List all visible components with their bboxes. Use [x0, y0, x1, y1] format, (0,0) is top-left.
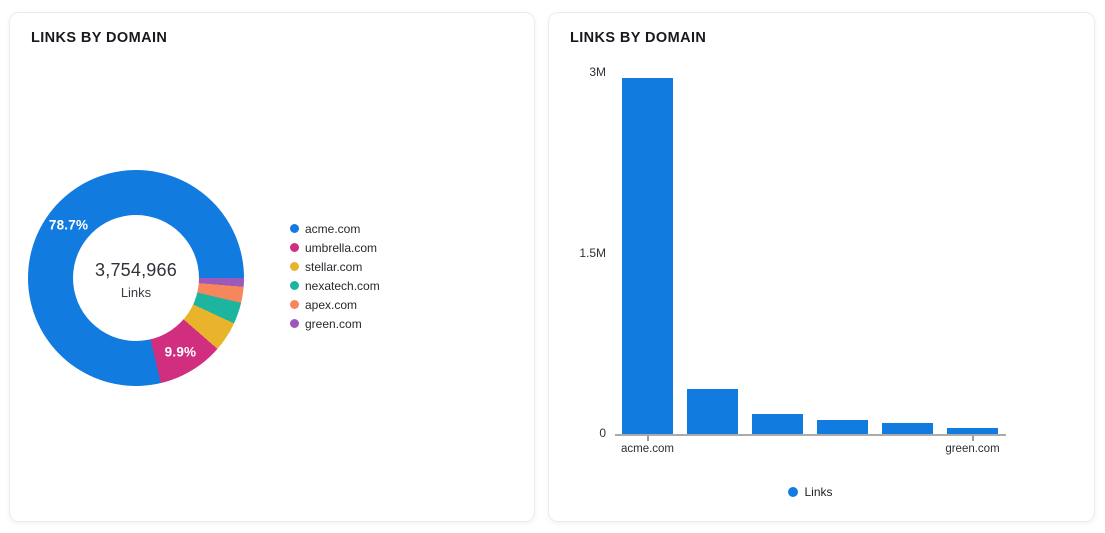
- donut-legend: acme.com umbrella.com stellar.com nexatech.…: [290, 219, 380, 333]
- donut-legend-item[interactable]: apex.com: [290, 295, 380, 314]
- legend-dot-icon: [788, 487, 799, 497]
- donut-legend-item[interactable]: nexatech.com: [290, 276, 380, 295]
- y-axis-tick-label: 0: [599, 426, 606, 440]
- x-axis-tick: [971, 436, 974, 441]
- legend-item-label: green.com: [305, 316, 362, 331]
- legend-dot-icon: [290, 281, 299, 290]
- legend-dot-icon: [290, 300, 299, 309]
- donut-hole: 3,754,966 Links: [73, 215, 199, 341]
- donut-chart: 3,754,966 Links 9.9% 78.7%: [28, 170, 244, 386]
- bar-chart: 3M 1.5M 0 acme.com green.com: [549, 13, 1094, 521]
- legend-item-label: stellar.com: [305, 259, 363, 274]
- legend-dot-icon: [290, 262, 299, 271]
- y-axis-tick-label: 1.5M: [579, 245, 606, 260]
- donut-legend-item[interactable]: acme.com: [290, 219, 380, 238]
- links-by-domain-donut-card: LINKS BY DOMAIN 3,754,966 Links 9.9% 78.7…: [9, 12, 535, 522]
- legend-dot-icon: [290, 243, 299, 252]
- legend-item-label: acme.com: [305, 221, 361, 236]
- y-axis-tick-label: 3M: [589, 65, 606, 79]
- legend-item-label: nexatech.com: [305, 278, 380, 293]
- x-axis-tick: [646, 436, 649, 441]
- donut-legend-item[interactable]: umbrella.com: [290, 238, 380, 257]
- bar-green.com[interactable]: [947, 428, 998, 434]
- links-by-domain-bar-card: LINKS BY DOMAIN 3M 1.5M 0 acme.com green.com…: [548, 12, 1095, 522]
- legend-dot-icon: [290, 319, 299, 328]
- donut-slice-pct-label: 78.7%: [48, 217, 89, 233]
- donut-total-label: Links: [120, 285, 152, 300]
- bar-nexatech.com[interactable]: [817, 420, 868, 434]
- bar-legend-label: Links: [804, 485, 833, 499]
- donut-slice-pct-label: 9.9%: [164, 344, 197, 360]
- donut-legend-item[interactable]: stellar.com: [290, 257, 380, 276]
- bar-umbrella.com[interactable]: [687, 389, 738, 434]
- donut-card-title: LINKS BY DOMAIN: [31, 30, 168, 46]
- x-axis-line: [615, 434, 1006, 436]
- bar-acme.com[interactable]: [622, 78, 673, 434]
- x-axis-tick-label: acme.com: [620, 443, 675, 455]
- legend-item-label: apex.com: [305, 297, 358, 312]
- x-axis-tick-label: green.com: [945, 443, 1000, 455]
- bar-apex.com[interactable]: [882, 423, 933, 434]
- legend-dot-icon: [290, 224, 299, 233]
- bar-legend-item[interactable]: Links: [615, 484, 1006, 500]
- donut-legend-item[interactable]: green.com: [290, 314, 380, 333]
- bar-card-title: LINKS BY DOMAIN: [570, 30, 707, 46]
- bar-stellar.com[interactable]: [752, 414, 803, 434]
- legend-item-label: umbrella.com: [305, 240, 378, 255]
- donut-total-value: 3,754,966: [95, 260, 177, 280]
